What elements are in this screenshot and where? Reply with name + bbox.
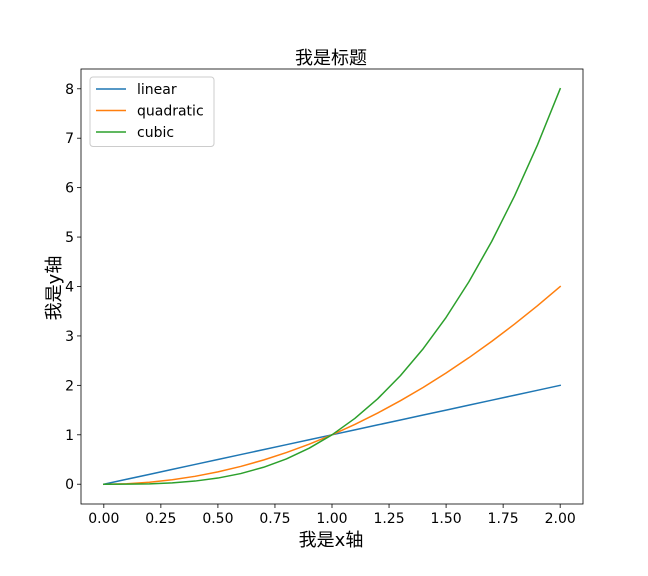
series-line-quadratic xyxy=(103,285,562,485)
chart-title: 我是标题 xyxy=(295,48,367,69)
y-tick-label: 8 xyxy=(65,82,74,98)
x-tick-label: 0.00 xyxy=(88,511,119,527)
legend-label-cubic: cubic xyxy=(137,125,174,141)
y-tick-label: 7 xyxy=(65,131,74,147)
x-tick-label: 0.50 xyxy=(202,511,233,527)
y-tick-label: 4 xyxy=(65,280,74,296)
y-axis-label: 我是y轴 xyxy=(44,256,65,321)
x-tick-label: 1.50 xyxy=(431,511,462,527)
x-tick-label: 0.25 xyxy=(145,511,176,527)
legend: linear quadratic cubic xyxy=(89,76,215,147)
x-axis-label: 我是x轴 xyxy=(299,530,364,551)
x-tick-label: 1.00 xyxy=(316,511,347,527)
legend-box xyxy=(89,76,215,147)
y-tick-label: 6 xyxy=(65,181,74,197)
legend-label-quadratic: quadratic xyxy=(137,104,204,120)
y-tick-label: 1 xyxy=(65,428,74,444)
x-tick-label: 0.75 xyxy=(259,511,290,527)
y-tick-label: 0 xyxy=(65,477,74,493)
y-tick-label: 3 xyxy=(65,329,74,345)
legend-label-linear: linear xyxy=(137,82,177,98)
plot-area xyxy=(102,87,562,486)
x-tick-label: 2.00 xyxy=(545,511,576,527)
x-tick-label: 1.25 xyxy=(373,511,404,527)
axes: 0.00 0.25 0.50 0.75 1.00 1.25 1.50 1.75 2.00 0 1 2 3… xyxy=(65,68,584,527)
series-line-cubic xyxy=(103,87,562,485)
y-tick-label: 2 xyxy=(65,378,74,394)
x-tick-label: 1.75 xyxy=(488,511,519,527)
y-tick-label: 5 xyxy=(65,230,74,246)
